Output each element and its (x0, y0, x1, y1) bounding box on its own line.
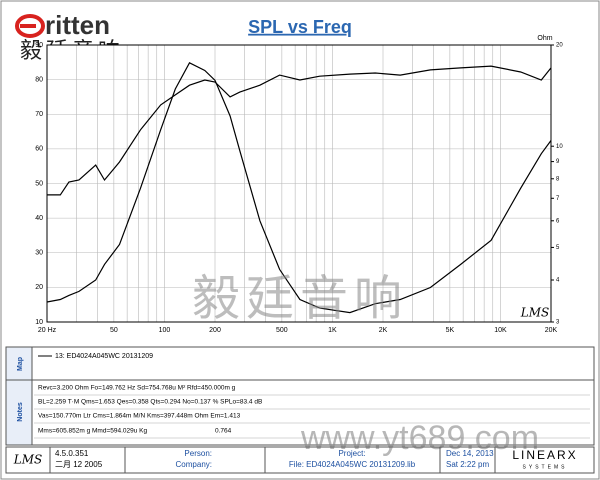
note-line: Revc=3.200 Ohm Fo=149.762 Hz Sd=754.768u… (38, 385, 236, 392)
notes-label: Notes (17, 402, 24, 422)
y-tick-label: 40 (35, 215, 43, 222)
logo-brand: ritten (45, 10, 110, 40)
logo-bar (20, 24, 36, 28)
x-tick-label: 1K (328, 327, 337, 334)
y-tick-label: 70 (35, 111, 43, 118)
x-tick-label: 10K (494, 327, 507, 334)
y-tick-label: 10 (35, 319, 43, 326)
y2-tick-label: 3 (556, 320, 560, 326)
footer-date: 二月 12 2005 (55, 460, 103, 469)
map-tab (5, 346, 33, 381)
footer-file: File: ED4024A045WC 20131209.lib (289, 460, 416, 469)
y-tick-label: 60 (35, 146, 43, 153)
footer-project: Project: (338, 449, 365, 458)
footer-company: Company: (176, 460, 212, 469)
y-tick-label: 30 (35, 250, 43, 257)
x-tick-label: 2K (379, 327, 388, 334)
y2-tick-label: 5 (556, 245, 560, 251)
y2-tick-label: 6 (556, 218, 560, 224)
y-tick-label: 50 (35, 180, 43, 187)
series-line (46, 62, 552, 314)
y2-tick-label: 20 (556, 43, 563, 49)
footer-time: Sat 2:22 pm (446, 460, 489, 469)
notes-tab (5, 379, 33, 446)
legend-label: 13: ED4024A045WC 20131209 (55, 353, 153, 360)
logo-mark (15, 14, 45, 38)
footer-version: 4.5.0.351 (55, 449, 89, 458)
y2-axis-label: Ohm (537, 35, 552, 42)
y-tick-label: 20 (35, 284, 43, 291)
y-tick-label: 90 (35, 42, 43, 49)
y2-tick-label: 9 (556, 159, 560, 165)
x-tick-label: 500 (276, 327, 288, 334)
plot-annotation: LMS (520, 306, 549, 320)
y-tick-label: 80 (35, 76, 43, 83)
note-line: Vas=150.770m Ltr Cms=1.864m M/N Kms=397.… (38, 413, 241, 420)
x-tick-label: 100 (159, 327, 171, 334)
x-tick-label: 5K (446, 327, 455, 334)
footer-brand: LINEARX (512, 448, 577, 462)
y2-tick-label: 7 (556, 196, 560, 202)
plot-border (46, 44, 552, 323)
x-tick-label: 200 (209, 327, 221, 334)
footer-day: Dec 14, 2013 (446, 449, 494, 458)
y2-tick-label: 4 (556, 278, 560, 284)
y2-tick-label: 10 (556, 144, 563, 150)
x-tick-label: 20K (545, 327, 558, 334)
watermark: 毅廷音响 (192, 273, 408, 326)
notes: Revc=3.200 Ohm Fo=149.762 Hz Sd=754.768u… (34, 385, 590, 439)
footer-logo: LMS (13, 453, 42, 467)
plot: 20 Hz 50 100 200 500 1K 2K 5K 10K 20K 10 20 30 40 50 60… (35, 42, 563, 334)
footer (5, 446, 595, 474)
note-line: 0.764 (215, 428, 232, 435)
x-tick-label: 50 (110, 327, 118, 334)
series-line (47, 65, 552, 196)
note-line: Mms=605.852m g Mmd=594.029u Kg (38, 428, 148, 435)
map-label: Map (17, 357, 24, 371)
footer-brand-sub: SYSTEMS (523, 464, 568, 470)
watermark: www.yt689.com (300, 419, 539, 457)
note-line: BL=2.259 T·M Qms=1.653 Qes=0.358 Qts=0.2… (38, 399, 262, 406)
footer-person: Person: (184, 449, 212, 458)
y2-tick-label: 8 (556, 176, 560, 182)
x-tick-label: 20 Hz (38, 327, 57, 334)
chart-title: SPL vs Freq (248, 17, 352, 37)
